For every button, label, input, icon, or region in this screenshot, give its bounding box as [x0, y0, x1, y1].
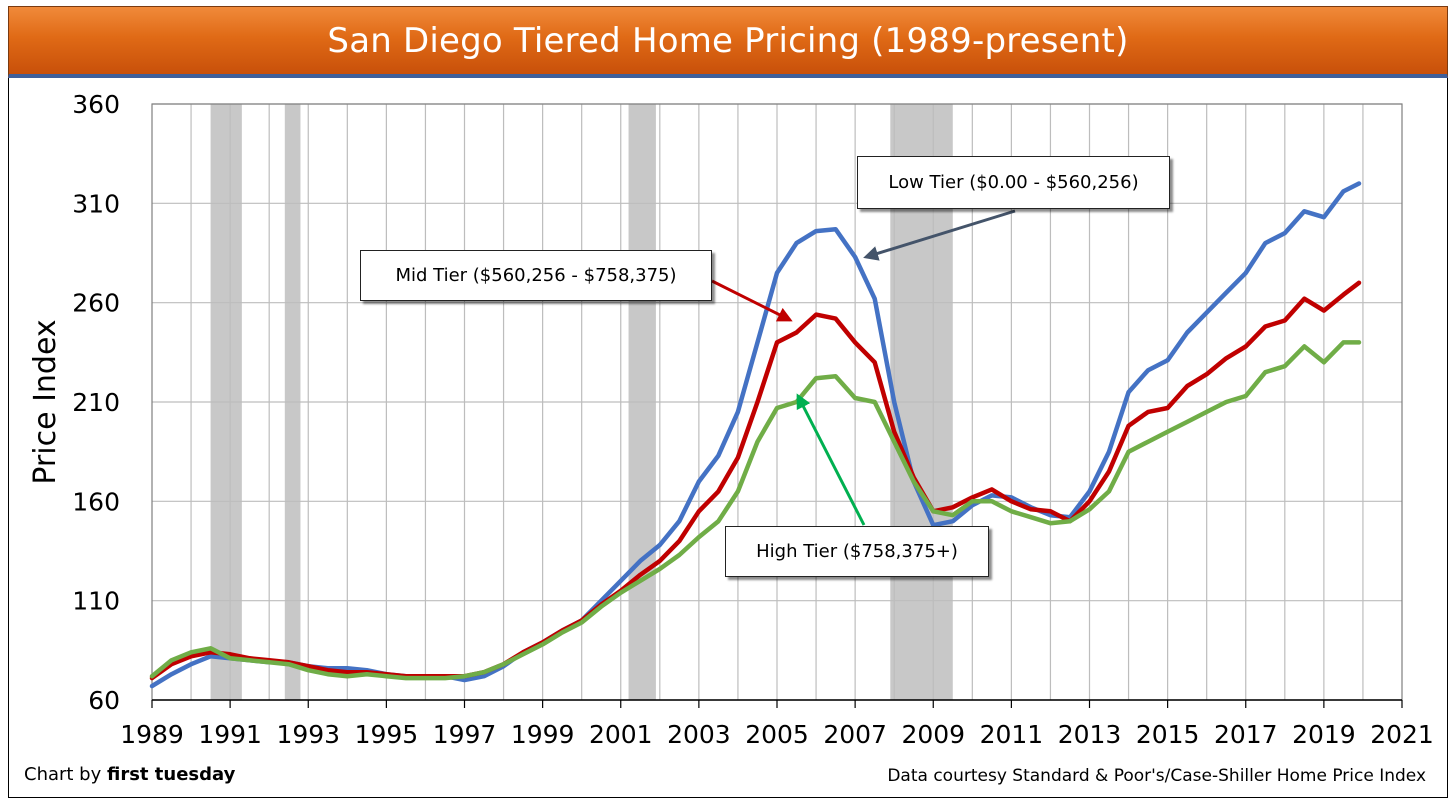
annotation-arrow-mid	[711, 279, 793, 322]
x-tick-label: 2019	[1292, 720, 1356, 749]
x-tick-label: 2005	[745, 720, 809, 749]
series-low-tier	[149, 181, 1362, 689]
title-bar: San Diego Tiered Home Pricing (1989-pres…	[8, 6, 1448, 78]
chart-credit: Chart by first tuesday	[24, 764, 235, 785]
x-tick-label: 1995	[355, 720, 419, 749]
y-tick-label: 260	[72, 289, 120, 318]
x-tick-label: 2003	[667, 720, 731, 749]
x-tick-label: 1997	[433, 720, 497, 749]
x-tick-label: 1991	[198, 720, 262, 749]
annotation-mid-tier: Mid Tier ($560,256 - $758,375)	[360, 250, 712, 301]
credit-brand: first tuesday	[107, 764, 236, 785]
chart-title: San Diego Tiered Home Pricing (1989-pres…	[327, 20, 1129, 61]
x-tick-label: 2021	[1370, 720, 1434, 749]
x-tick-label: 1999	[511, 720, 575, 749]
x-tick-label: 2013	[1058, 720, 1122, 749]
y-tick-label: 160	[72, 487, 120, 516]
x-tick-label: 2017	[1214, 720, 1278, 749]
annotation-arrow-high	[796, 393, 866, 526]
annotation-mid-tier-label: Mid Tier ($560,256 - $758,375)	[395, 265, 677, 286]
y-tick-label: 60	[88, 686, 120, 715]
series-high-tier	[149, 340, 1362, 681]
x-tick-label: 1993	[276, 720, 340, 749]
y-tick-label: 310	[72, 189, 120, 218]
y-tick-label: 360	[72, 90, 120, 119]
x-tick-label: 2009	[901, 720, 965, 749]
x-tick-label: 2011	[980, 720, 1044, 749]
y-tick-label: 110	[72, 587, 120, 616]
credit-prefix: Chart by	[24, 764, 107, 785]
x-tick-label: 2007	[823, 720, 887, 749]
annotation-arrow-low	[863, 209, 1016, 261]
x-tick-label: 2015	[1136, 720, 1200, 749]
annotation-low-tier: Low Tier ($0.00 - $560,256)	[857, 156, 1170, 209]
y-axis-label: Price Index	[28, 319, 63, 484]
data-source: Data courtesy Standard & Poor's/Case-Shi…	[887, 766, 1426, 786]
series-mid-tier	[149, 280, 1362, 681]
x-tick-label: 2001	[589, 720, 653, 749]
annotation-low-tier-label: Low Tier ($0.00 - $560,256)	[888, 172, 1139, 193]
x-tick-label: 1989	[120, 720, 184, 749]
annotation-high-tier: High Tier ($758,375+)	[725, 526, 989, 577]
annotation-high-tier-label: High Tier ($758,375+)	[756, 541, 958, 562]
y-tick-label: 210	[72, 388, 120, 417]
